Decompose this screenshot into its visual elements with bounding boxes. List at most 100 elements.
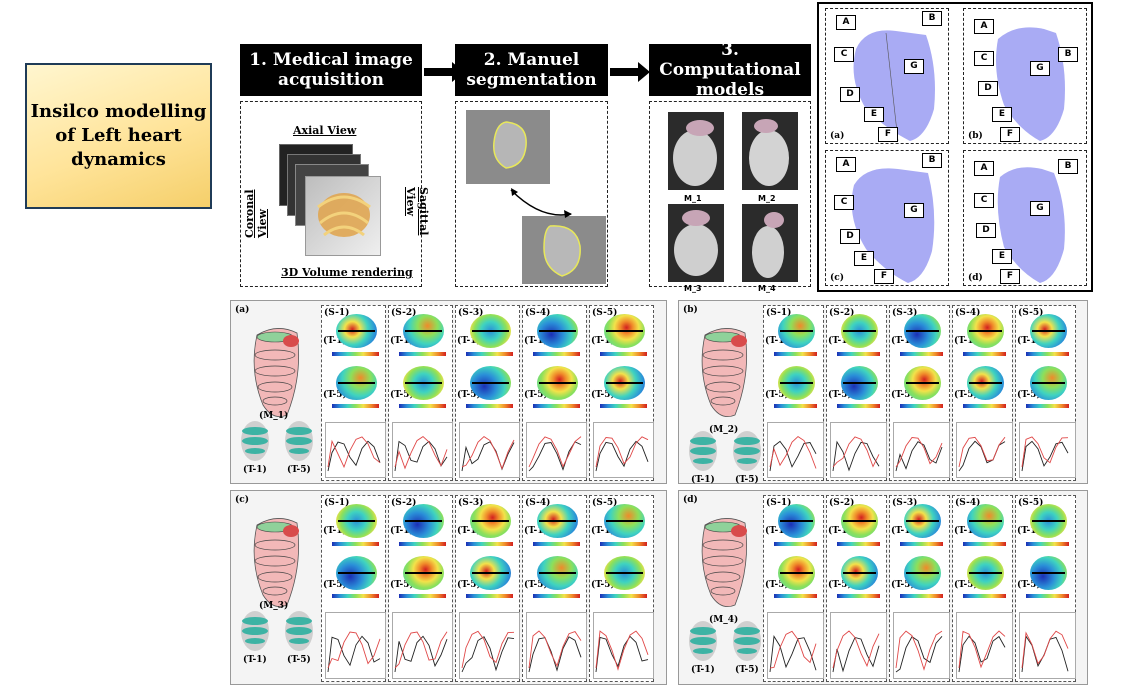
label-e: E — [992, 249, 1012, 264]
step-1-header: 1. Medical image acquisition — [240, 44, 422, 96]
colorbar — [837, 404, 880, 408]
models-panel: M_1 M_2 M_3 M_4 — [649, 101, 811, 293]
measure-arrow-icon — [606, 382, 643, 384]
heatmap-time-label: (T-1) — [954, 526, 978, 536]
model-m4-label: M_4 — [758, 284, 776, 293]
heatmap-time-label: (T-1) — [1017, 526, 1041, 536]
heart-section-icon — [701, 518, 748, 608]
heatmap-time-label: (T-5) — [591, 390, 615, 400]
section-column: (S-2) (T-1) (T-5) — [826, 305, 887, 481]
profile-line-plot — [526, 612, 587, 679]
section-label: (S-5) — [592, 498, 618, 508]
geometry-panel: A B C D E F G (a) A B C D E F G (b) A B … — [817, 2, 1093, 292]
heatmap-time-label: (T-1) — [457, 336, 481, 346]
colorbar — [963, 542, 1006, 546]
subpanel-b-label: (b) — [968, 131, 983, 141]
result-model-label: (M_1) — [259, 411, 289, 421]
coronal-view-label: Coronal View — [243, 189, 269, 238]
heart-model-icon-3 — [674, 210, 718, 276]
section-column: (S-2) (T-1) (T-5) — [388, 495, 453, 682]
time-label: (T-1) — [243, 465, 267, 475]
measure-arrow-icon — [906, 572, 939, 574]
colorbar — [1026, 352, 1069, 356]
measure-arrow-icon — [539, 572, 576, 574]
label-c: C — [834, 195, 854, 210]
colorbar — [1026, 542, 1069, 546]
label-b: B — [922, 153, 942, 168]
time-label: (T-5) — [287, 655, 311, 665]
measure-arrow-icon — [338, 520, 375, 522]
segmentation-panel — [455, 101, 608, 287]
section-label: (S-2) — [391, 308, 417, 318]
heatmap-time-label: (T-1) — [524, 336, 548, 346]
heatmap-time-label: (T-5) — [765, 580, 789, 590]
colorbar — [900, 594, 943, 598]
heatmap-time-label: (T-1) — [765, 526, 789, 536]
subpanel-c-label: (c) — [830, 273, 844, 283]
heatmap-time-label: (T-1) — [390, 336, 414, 346]
heatmap-time-label: (T-1) — [891, 526, 915, 536]
colorbar — [466, 594, 513, 598]
colorbar — [963, 352, 1006, 356]
measure-arrow-icon — [1032, 572, 1065, 574]
geometry-subpanel-c: A B C D E F G (c) — [825, 150, 949, 286]
measure-arrow-icon — [338, 572, 375, 574]
measure-arrow-icon — [606, 520, 643, 522]
colorbar — [399, 352, 446, 356]
profile-line-plot — [526, 422, 587, 478]
colorbar — [1026, 594, 1069, 598]
segmentation-image-1 — [466, 110, 550, 184]
heatmap-time-label: (T-1) — [390, 526, 414, 536]
result-panel-label: (d) — [683, 495, 698, 505]
subpanel-d-label: (d) — [968, 273, 983, 283]
section-column: (S-4) (T-1) (T-5) — [522, 305, 587, 481]
section-label: (S-2) — [829, 498, 855, 508]
profile-line-plot — [325, 422, 386, 478]
label-a: A — [836, 15, 856, 30]
measure-arrow-icon — [969, 520, 1002, 522]
colorbar — [399, 404, 446, 408]
model-m1-label: M_1 — [684, 194, 702, 203]
heatmap-time-label: (T-1) — [828, 336, 852, 346]
banded-model-icon — [241, 421, 269, 461]
measure-arrow-icon — [843, 520, 876, 522]
heatmap-time-label: (T-5) — [954, 580, 978, 590]
profile-line-plot — [1019, 422, 1076, 478]
heatmap-time-label: (T-5) — [1017, 390, 1041, 400]
section-label: (S-3) — [892, 308, 918, 318]
profile-line-plot — [593, 612, 654, 679]
label-b: B — [1058, 47, 1078, 62]
label-a: A — [836, 157, 856, 172]
colorbar — [837, 594, 880, 598]
section-column: (S-1) (T-1) (T-5) — [763, 305, 824, 481]
label-g: G — [1030, 201, 1050, 216]
profile-line-plot — [593, 422, 654, 478]
colorbar — [399, 594, 446, 598]
time-label: (T-5) — [735, 665, 759, 675]
measure-arrow-icon — [906, 330, 939, 332]
section-label: (S-5) — [592, 308, 618, 318]
label-c: C — [974, 51, 994, 66]
section-label: (S-5) — [1018, 498, 1044, 508]
measure-arrow-icon — [338, 382, 375, 384]
measure-arrow-icon — [780, 382, 813, 384]
colorbar — [774, 542, 817, 546]
heatmap-time-label: (T-1) — [457, 526, 481, 536]
model-m3-label: M_3 — [684, 284, 702, 293]
label-c: C — [974, 193, 994, 208]
result-model-label: (M_3) — [259, 601, 289, 611]
step-3-label: 3. Computational models — [659, 40, 801, 100]
profile-line-plot — [830, 612, 887, 679]
measure-arrow-icon — [969, 382, 1002, 384]
section-column: (S-5) (T-1) (T-5) — [589, 305, 654, 481]
colorbar — [332, 404, 379, 408]
colorbar — [963, 594, 1006, 598]
step-2-header: 2. Manuel segmentation — [455, 44, 608, 96]
result-panel: (b) (M_2) (T-1) (T-5) (S-1) (T-1) (T-5) (S-2) (T… — [678, 300, 1088, 485]
section-label: (S-4) — [525, 498, 551, 508]
axial-view-label: Axial View — [293, 124, 357, 137]
section-column: (S-1) (T-1) (T-5) — [321, 305, 386, 481]
section-column: (S-5) (T-1) (T-5) — [589, 495, 654, 682]
colorbar — [774, 594, 817, 598]
profile-line-plot — [893, 422, 950, 478]
